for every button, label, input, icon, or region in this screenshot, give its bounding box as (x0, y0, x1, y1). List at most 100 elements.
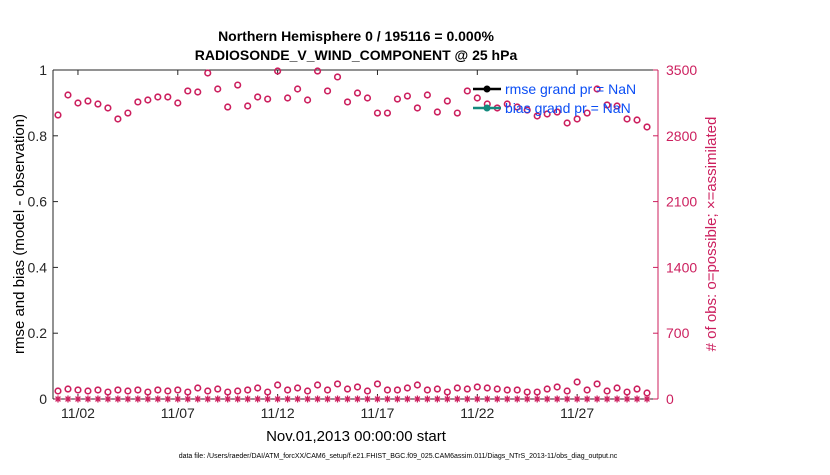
obs-marker (473, 383, 481, 391)
assimilated-marker (553, 395, 561, 403)
obs-marker (134, 98, 142, 106)
assimilated-marker (104, 395, 112, 403)
assimilated-marker (134, 395, 142, 403)
assimilated-marker (433, 395, 441, 403)
assimilated-marker (304, 395, 312, 403)
obs-marker (563, 387, 571, 395)
obs-marker (543, 110, 551, 118)
obs-marker (493, 385, 501, 393)
assimilated-marker (314, 395, 322, 403)
x-axis-label: Nov.01,2013 00:00:00 start (266, 428, 447, 445)
legend-label: bias grand pr = NaN (505, 100, 631, 116)
y2-tick-label: 2800 (666, 128, 697, 144)
assimilated-marker (453, 395, 461, 403)
y2-tick-label: 3500 (666, 62, 697, 78)
obs-marker (114, 115, 122, 123)
obs-marker (593, 85, 601, 93)
obs-marker (573, 115, 581, 123)
assimilated-marker (274, 395, 282, 403)
assimilated-marker (54, 395, 62, 403)
obs-marker (613, 384, 621, 392)
obs-marker (144, 388, 152, 396)
obs-marker (74, 386, 82, 394)
obs-marker (313, 381, 322, 389)
obs-marker (84, 387, 92, 395)
obs-marker (423, 386, 431, 394)
obs-marker (323, 386, 332, 394)
assimilated-marker (144, 395, 152, 403)
obs-marker (154, 386, 162, 394)
x-tick-label: 11/02 (61, 405, 95, 421)
obs-marker (184, 388, 192, 396)
assimilated-marker (513, 395, 521, 403)
obs-marker (144, 96, 152, 104)
obs-marker (124, 387, 132, 395)
assimilated-marker (503, 395, 511, 403)
obs-marker (373, 380, 382, 388)
obs-marker (274, 67, 282, 75)
obs-marker (204, 387, 212, 395)
y2-tick-label: 0 (666, 391, 674, 407)
obs-marker (383, 109, 392, 117)
obs-marker (483, 384, 491, 392)
obs-marker (224, 103, 232, 111)
obs-marker (633, 116, 641, 124)
obs-marker (363, 94, 372, 102)
obs-marker (393, 386, 402, 394)
assimilated-marker (344, 395, 352, 403)
obs-marker (453, 109, 461, 117)
obs-marker (523, 106, 531, 114)
obs-marker (303, 96, 312, 104)
y-tick-label: 0.4 (28, 259, 48, 275)
obs-marker (64, 91, 72, 99)
obs-marker (433, 385, 441, 393)
obs-marker (523, 388, 531, 396)
assimilated-marker (373, 395, 381, 403)
obs-marker (503, 386, 511, 394)
obs-marker (343, 385, 352, 393)
obs-marker (513, 103, 521, 111)
obs-marker (293, 85, 302, 93)
x-tick-label: 11/17 (360, 405, 394, 421)
y2-tick-label: 2100 (666, 194, 697, 210)
assimilated-marker (533, 395, 541, 403)
assimilated-marker (154, 395, 162, 403)
obs-marker (543, 385, 551, 393)
obs-marker (533, 388, 541, 396)
obs-marker (443, 97, 451, 105)
x-tick-label: 11/12 (261, 405, 295, 421)
obs-marker (204, 69, 212, 77)
assimilated-marker (413, 395, 421, 403)
obs-marker (403, 92, 412, 100)
obs-marker (214, 85, 222, 93)
obs-marker (373, 109, 382, 117)
obs-marker (313, 67, 322, 75)
chart-title: Northern Hemisphere 0 / 195116 = 0.000% (218, 28, 494, 44)
obs-marker (433, 108, 441, 116)
assimilated-marker (573, 395, 581, 403)
obs-marker (64, 385, 72, 393)
assimilated-marker (334, 395, 342, 403)
obs-marker (353, 383, 362, 391)
assimilated-marker (174, 395, 182, 403)
obs-marker (633, 385, 641, 393)
obs-marker (254, 93, 262, 101)
obs-marker (54, 111, 62, 119)
obs-marker (94, 386, 102, 394)
obs-marker (513, 386, 521, 394)
assimilated-marker (284, 395, 292, 403)
obs-marker (393, 95, 402, 103)
obs-marker (593, 380, 601, 388)
obs-marker (264, 388, 272, 396)
assimilated-marker (64, 395, 72, 403)
obs-marker (473, 94, 481, 102)
obs-marker (254, 384, 262, 392)
y-tick-label: 0.8 (28, 128, 48, 144)
obs-marker (104, 104, 112, 112)
obs-marker (553, 108, 561, 116)
obs-marker (413, 104, 421, 112)
obs-marker (214, 385, 222, 393)
obs-marker (533, 112, 541, 120)
